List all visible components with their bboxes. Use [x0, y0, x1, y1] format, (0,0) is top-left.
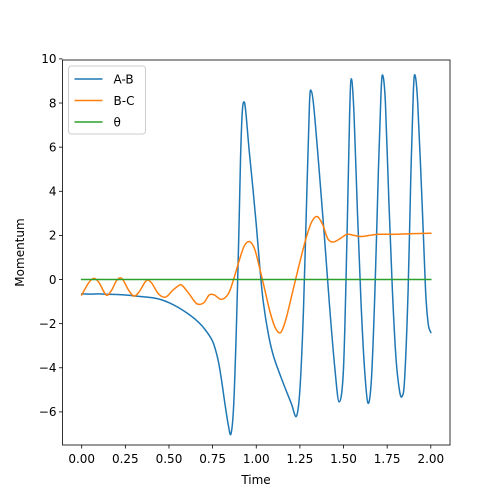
series-layer: [80, 74, 432, 436]
y-tick-label: −6: [39, 405, 57, 419]
legend-label: θ: [114, 115, 121, 129]
y-tick-label: −4: [39, 361, 57, 375]
x-tick-label: 1.50: [330, 452, 357, 466]
x-tick-label: 1.25: [287, 452, 314, 466]
x-tick-label: 0.50: [156, 452, 183, 466]
legend-label: A-B: [114, 72, 134, 86]
legend-box: [68, 65, 146, 135]
legend: A-B B-C θ: [68, 65, 146, 135]
x-tick-label: 1.75: [374, 452, 401, 466]
x-tick-label: 0.00: [68, 452, 95, 466]
series-line-1: [80, 74, 432, 436]
y-tick-label: 8: [49, 96, 57, 110]
y-axis-label: Momentum: [13, 218, 27, 286]
x-tick-label: 0.25: [112, 452, 139, 466]
y-axis: −6 −4 −2 0 2 4 6 8 10: [39, 52, 63, 419]
y-tick-label: 2: [49, 229, 57, 243]
x-tick-label: 0.75: [199, 452, 226, 466]
y-tick-label: 6: [49, 140, 57, 154]
y-tick-label: 4: [49, 185, 57, 199]
y-tick-label: 0: [49, 273, 57, 287]
x-axis: 0.00 0.25 0.50 0.75 1.00 1.25 1.50 1.75 2.00: [68, 445, 444, 466]
x-axis-label: Time: [240, 473, 270, 487]
y-tick-label: −2: [39, 317, 57, 331]
x-tick-label: 2.00: [417, 452, 444, 466]
series-line-2: [80, 215, 432, 334]
y-tick-label: 10: [41, 52, 56, 66]
x-tick-label: 1.00: [243, 452, 270, 466]
legend-label: B-C: [114, 94, 135, 108]
